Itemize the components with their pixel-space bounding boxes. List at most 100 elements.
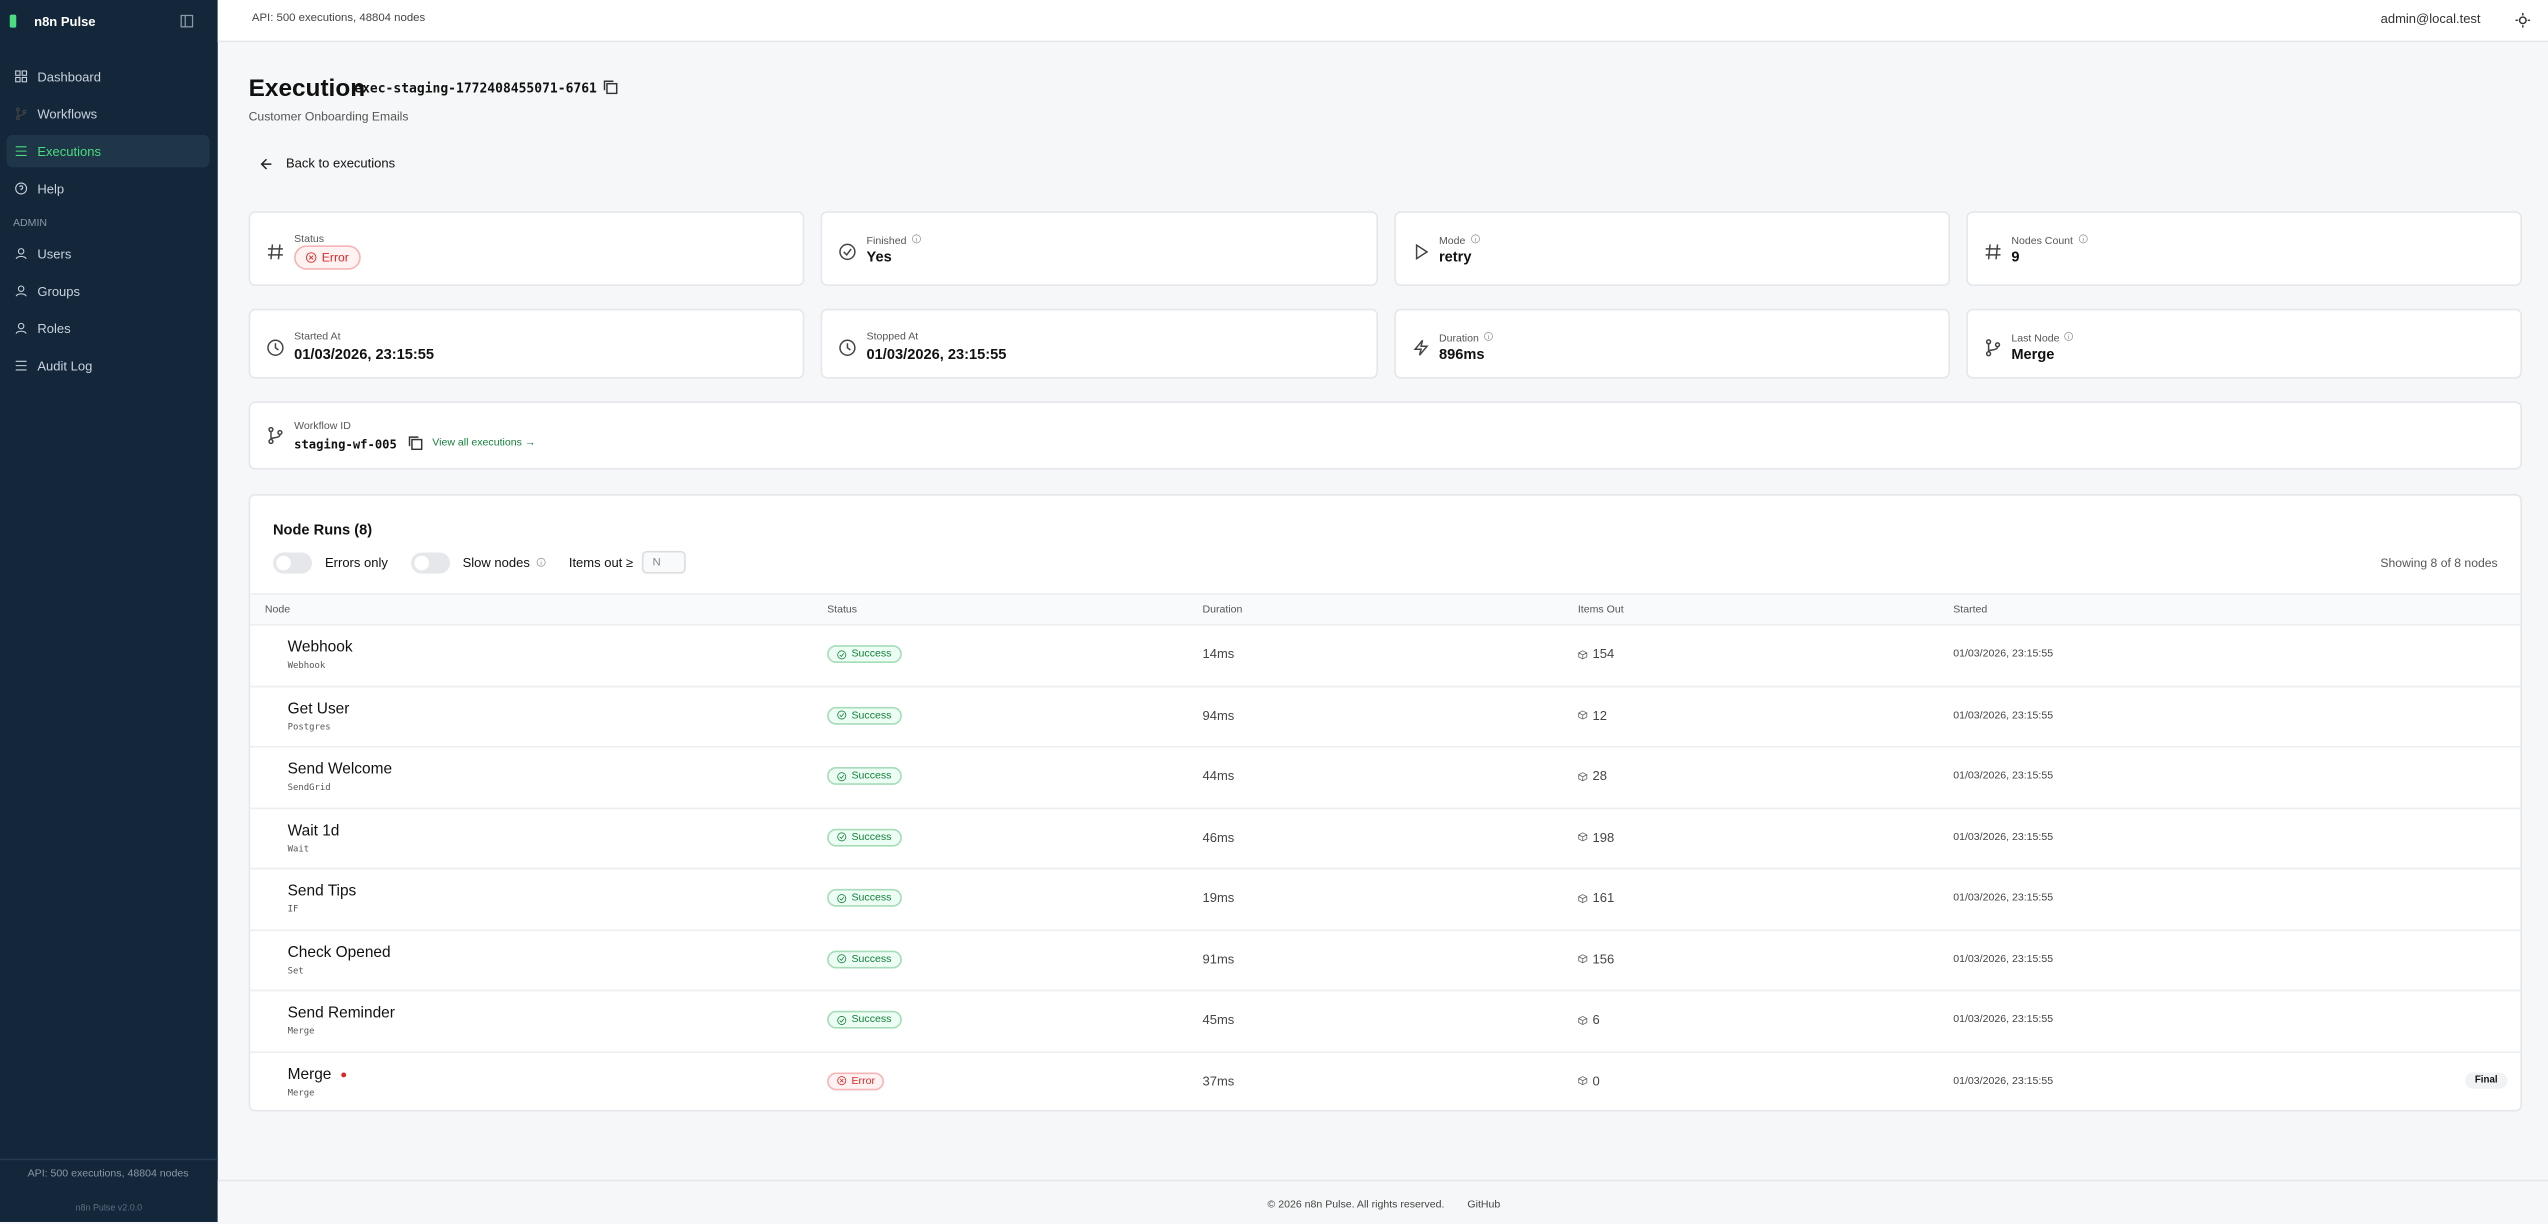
stat-value: Yes [866, 248, 892, 265]
stat-value: 01/03/2026, 23:15:55 [866, 346, 1007, 363]
nav-item[interactable]: Help [7, 172, 210, 205]
stat-value: 9 [2011, 248, 2020, 265]
label-text: Started At [294, 331, 341, 343]
nav-item[interactable]: Roles [7, 312, 210, 345]
items-out: 154 [1578, 646, 1615, 662]
stat-label: Status [294, 234, 324, 245]
final-badge: Final [2465, 1071, 2508, 1088]
status-badge: Success [827, 706, 902, 724]
column-header: Status [827, 604, 858, 616]
stat-value: Merge [2011, 346, 2055, 363]
items-out-input[interactable]: N [641, 550, 686, 574]
nav-label: Users [37, 246, 72, 261]
nav-item[interactable]: Executions [6, 134, 210, 168]
duration: 37ms [1202, 1073, 1235, 1088]
workflow-id: staging-wf-005 [294, 437, 397, 452]
stat-label: Nodes Count [2011, 234, 2088, 247]
brand: n8n Pulse [34, 14, 96, 30]
node-name: Send Tips [288, 882, 357, 900]
node-name-text: Check Opened [287, 943, 391, 962]
label: Workflow ID [294, 420, 351, 433]
copy-button[interactable] [408, 436, 423, 451]
items-out-value: 156 [1592, 951, 1615, 967]
stat-card: Last Node Merge [1965, 308, 2522, 379]
node-name-text: Send Tips [287, 882, 357, 901]
status-badge: Success [827, 888, 902, 907]
theme-toggle[interactable] [2515, 13, 2531, 28]
nav-label: Dashboard [37, 69, 101, 84]
started: 01/03/2026, 23:15:55 [1953, 1074, 2054, 1087]
copy-button[interactable] [603, 80, 618, 95]
info-icon [2078, 234, 2088, 247]
api-status: API: 500 executions, 48804 nodes [251, 13, 426, 25]
collapse-button[interactable] [180, 14, 194, 28]
nav-label: Groups [37, 283, 81, 299]
toggle[interactable] [410, 551, 450, 573]
table-row[interactable]: Send Reminder Merge Success 45ms 6 01/03/2026… [250, 989, 2521, 1052]
nav-item[interactable]: Audit Log [7, 349, 210, 382]
table-row[interactable]: Check Opened Set Success 91ms 156 01/03/2026,… [250, 928, 2521, 991]
duration: 91ms [1202, 951, 1235, 967]
stat-card: Duration 896ms [1393, 308, 1950, 379]
nav-item[interactable]: Dashboard [7, 60, 210, 93]
table-row[interactable]: Merge Merge Error 37ms 0 01/03/2026, 23:15:55… [250, 1050, 2521, 1110]
node-name: Get User [288, 700, 350, 718]
status-text: Error [321, 250, 349, 265]
node-name: Merge [288, 1065, 347, 1083]
label-text: Mode [1438, 234, 1466, 247]
status-text: Success [851, 709, 892, 721]
user-menu[interactable]: admin@local.test [2380, 11, 2481, 26]
stat-value: 01/03/2026, 23:15:55 [294, 346, 435, 363]
status-text: Success [851, 1014, 892, 1026]
nav-item[interactable]: Workflows [7, 98, 210, 131]
node-type: Postgres [287, 722, 331, 733]
node-type: IF [287, 905, 299, 915]
node-name: Send Reminder [288, 1004, 395, 1022]
nav-item[interactable]: Users [7, 237, 210, 270]
started: 01/03/2026, 23:15:55 [1953, 953, 2054, 965]
version: n8n Pulse v2.0.0 [75, 1204, 143, 1214]
panel-title: Node Runs (8) [273, 521, 373, 538]
items-out-value: 12 [1592, 707, 1607, 723]
icon [839, 335, 857, 356]
node-name-text: Webhook [287, 638, 353, 657]
duration: 19ms [1202, 890, 1235, 906]
status-text: Success [851, 953, 892, 965]
label-text: Nodes Count [2011, 234, 2074, 247]
back-link[interactable]: Back to executions [260, 156, 395, 171]
items-out-value: 161 [1592, 890, 1615, 906]
stat-card: Stopped At 01/03/2026, 23:15:55 [821, 308, 1378, 379]
table-row[interactable]: Get User Postgres Success 94ms 12 01/03/2026,… [250, 684, 2521, 747]
items-out-value: 154 [1592, 646, 1615, 662]
showing-count: Showing 8 of 8 nodes [2380, 555, 2498, 571]
table-row[interactable]: Send Tips IF Success 19ms 161 01/03/2026, 23:… [250, 867, 2521, 930]
icon [1984, 335, 2002, 356]
nav-label: Audit Log [37, 358, 93, 373]
started: 01/03/2026, 23:15:55 [1953, 892, 2054, 904]
items-out-label: Items out ≥ [568, 554, 634, 570]
started: 01/03/2026, 23:15:55 [1953, 770, 2054, 782]
filter-label: Errors only [325, 554, 388, 570]
nav-item[interactable]: Groups [7, 275, 210, 308]
copyright: © 2026 n8n Pulse. All rights reserved. [1267, 1199, 1445, 1211]
status-badge: Error [294, 245, 361, 270]
icon [839, 240, 857, 261]
node-name: Send Welcome [288, 761, 392, 779]
table-row[interactable]: Webhook Webhook Success 14ms 154 01/03/2026, … [250, 624, 2521, 686]
node-name: Check Opened [288, 943, 391, 961]
icon [1411, 240, 1429, 260]
table-row[interactable]: Wait 1d Wait Success 46ms 198 01/03/2026, 23:… [250, 806, 2521, 869]
error-dot [341, 1071, 347, 1077]
github-link[interactable]: GitHub [1467, 1199, 1501, 1211]
view-executions-link[interactable]: View all executions → [432, 437, 536, 449]
status-text: Success [851, 770, 892, 782]
toggle[interactable] [273, 551, 312, 573]
status-text: Success [851, 648, 892, 660]
started: 01/03/2026, 23:15:55 [1953, 648, 2054, 660]
stat-label: Duration [1439, 331, 1494, 345]
column-header: Duration [1202, 604, 1243, 616]
label-text: Last Node [2011, 332, 2060, 344]
table-row[interactable]: Send Welcome SendGrid Success 44ms 28 01/03/2… [250, 745, 2521, 808]
duration: 45ms [1202, 1012, 1235, 1027]
duration: 46ms [1202, 829, 1235, 845]
